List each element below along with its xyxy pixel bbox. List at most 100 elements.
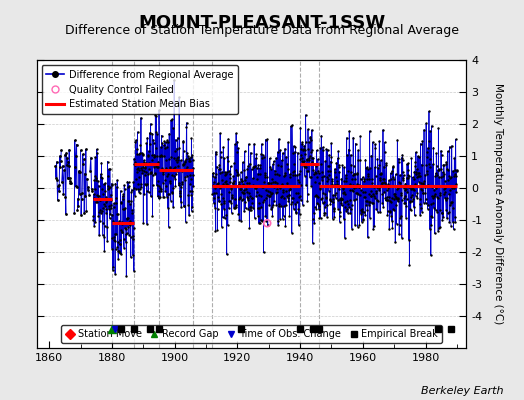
Point xyxy=(102,206,111,212)
Point xyxy=(231,204,239,211)
Point xyxy=(334,155,342,161)
Point xyxy=(447,174,456,180)
Point xyxy=(211,185,220,192)
Point xyxy=(127,254,135,260)
Point xyxy=(282,154,290,160)
Point xyxy=(117,200,125,206)
Point xyxy=(274,162,282,168)
Point xyxy=(67,180,75,186)
Point xyxy=(224,189,233,195)
Point xyxy=(166,165,174,171)
Point xyxy=(219,195,227,201)
Point xyxy=(61,193,70,200)
Point xyxy=(237,178,246,184)
Point xyxy=(418,162,426,168)
Point xyxy=(279,150,287,156)
Point xyxy=(301,112,310,118)
Point xyxy=(430,204,438,211)
Point xyxy=(310,204,319,210)
Point xyxy=(99,220,107,226)
Point xyxy=(119,236,128,242)
Point xyxy=(217,201,225,207)
Point xyxy=(253,164,261,171)
Point xyxy=(445,219,454,225)
Point xyxy=(241,199,249,205)
Point xyxy=(115,247,123,254)
Point xyxy=(366,165,375,172)
Point xyxy=(313,174,321,180)
Point xyxy=(91,219,100,225)
Point xyxy=(268,176,276,182)
Point xyxy=(327,140,335,146)
Point xyxy=(336,195,344,202)
Point xyxy=(293,150,302,156)
Point xyxy=(131,162,139,168)
Point xyxy=(340,178,348,184)
Point xyxy=(412,149,420,155)
Point xyxy=(333,177,341,184)
Point xyxy=(280,202,288,209)
Point xyxy=(229,173,237,179)
Point xyxy=(355,182,363,188)
Point xyxy=(380,176,388,183)
Point xyxy=(337,200,345,206)
Point xyxy=(330,214,339,220)
Point xyxy=(146,141,155,147)
Point xyxy=(145,148,153,154)
Point xyxy=(394,185,402,191)
Point xyxy=(180,203,188,209)
Point xyxy=(151,128,160,135)
Point xyxy=(215,166,224,172)
Point xyxy=(406,198,414,204)
Point xyxy=(329,192,337,198)
Point xyxy=(163,191,172,197)
Point xyxy=(361,156,369,163)
Point xyxy=(280,195,289,201)
Point xyxy=(161,177,169,184)
Point xyxy=(414,173,422,179)
Point xyxy=(140,168,148,174)
Point xyxy=(425,161,433,168)
Point xyxy=(216,130,224,136)
Point xyxy=(129,252,137,258)
Point xyxy=(161,188,169,194)
Point xyxy=(437,166,445,172)
Point xyxy=(398,152,407,158)
Point xyxy=(399,169,407,176)
Point xyxy=(79,151,87,158)
Point xyxy=(220,200,228,206)
Point xyxy=(410,168,419,175)
Point xyxy=(62,211,70,217)
Point xyxy=(282,202,290,209)
Point xyxy=(217,191,226,197)
Point xyxy=(362,198,370,204)
Point xyxy=(271,183,280,190)
Point xyxy=(390,190,399,197)
Point xyxy=(229,180,237,186)
Point xyxy=(215,166,223,172)
Point xyxy=(231,141,239,148)
Point xyxy=(133,146,141,152)
Point xyxy=(158,140,166,146)
Point xyxy=(209,170,217,176)
Point xyxy=(110,200,118,206)
Point xyxy=(80,156,88,163)
Point xyxy=(105,184,114,191)
Point xyxy=(434,228,442,234)
Point xyxy=(208,190,216,197)
Point xyxy=(308,155,316,161)
Point xyxy=(124,198,132,204)
Point xyxy=(325,172,333,178)
Point xyxy=(150,152,158,158)
Point xyxy=(344,168,352,174)
Point xyxy=(239,190,247,196)
Point xyxy=(119,195,127,202)
Point xyxy=(323,214,331,220)
Point xyxy=(263,183,271,189)
Point xyxy=(267,206,275,212)
Point xyxy=(321,158,330,164)
Point xyxy=(92,176,100,183)
Point xyxy=(138,170,147,176)
Point xyxy=(302,182,310,189)
Point xyxy=(150,152,159,159)
